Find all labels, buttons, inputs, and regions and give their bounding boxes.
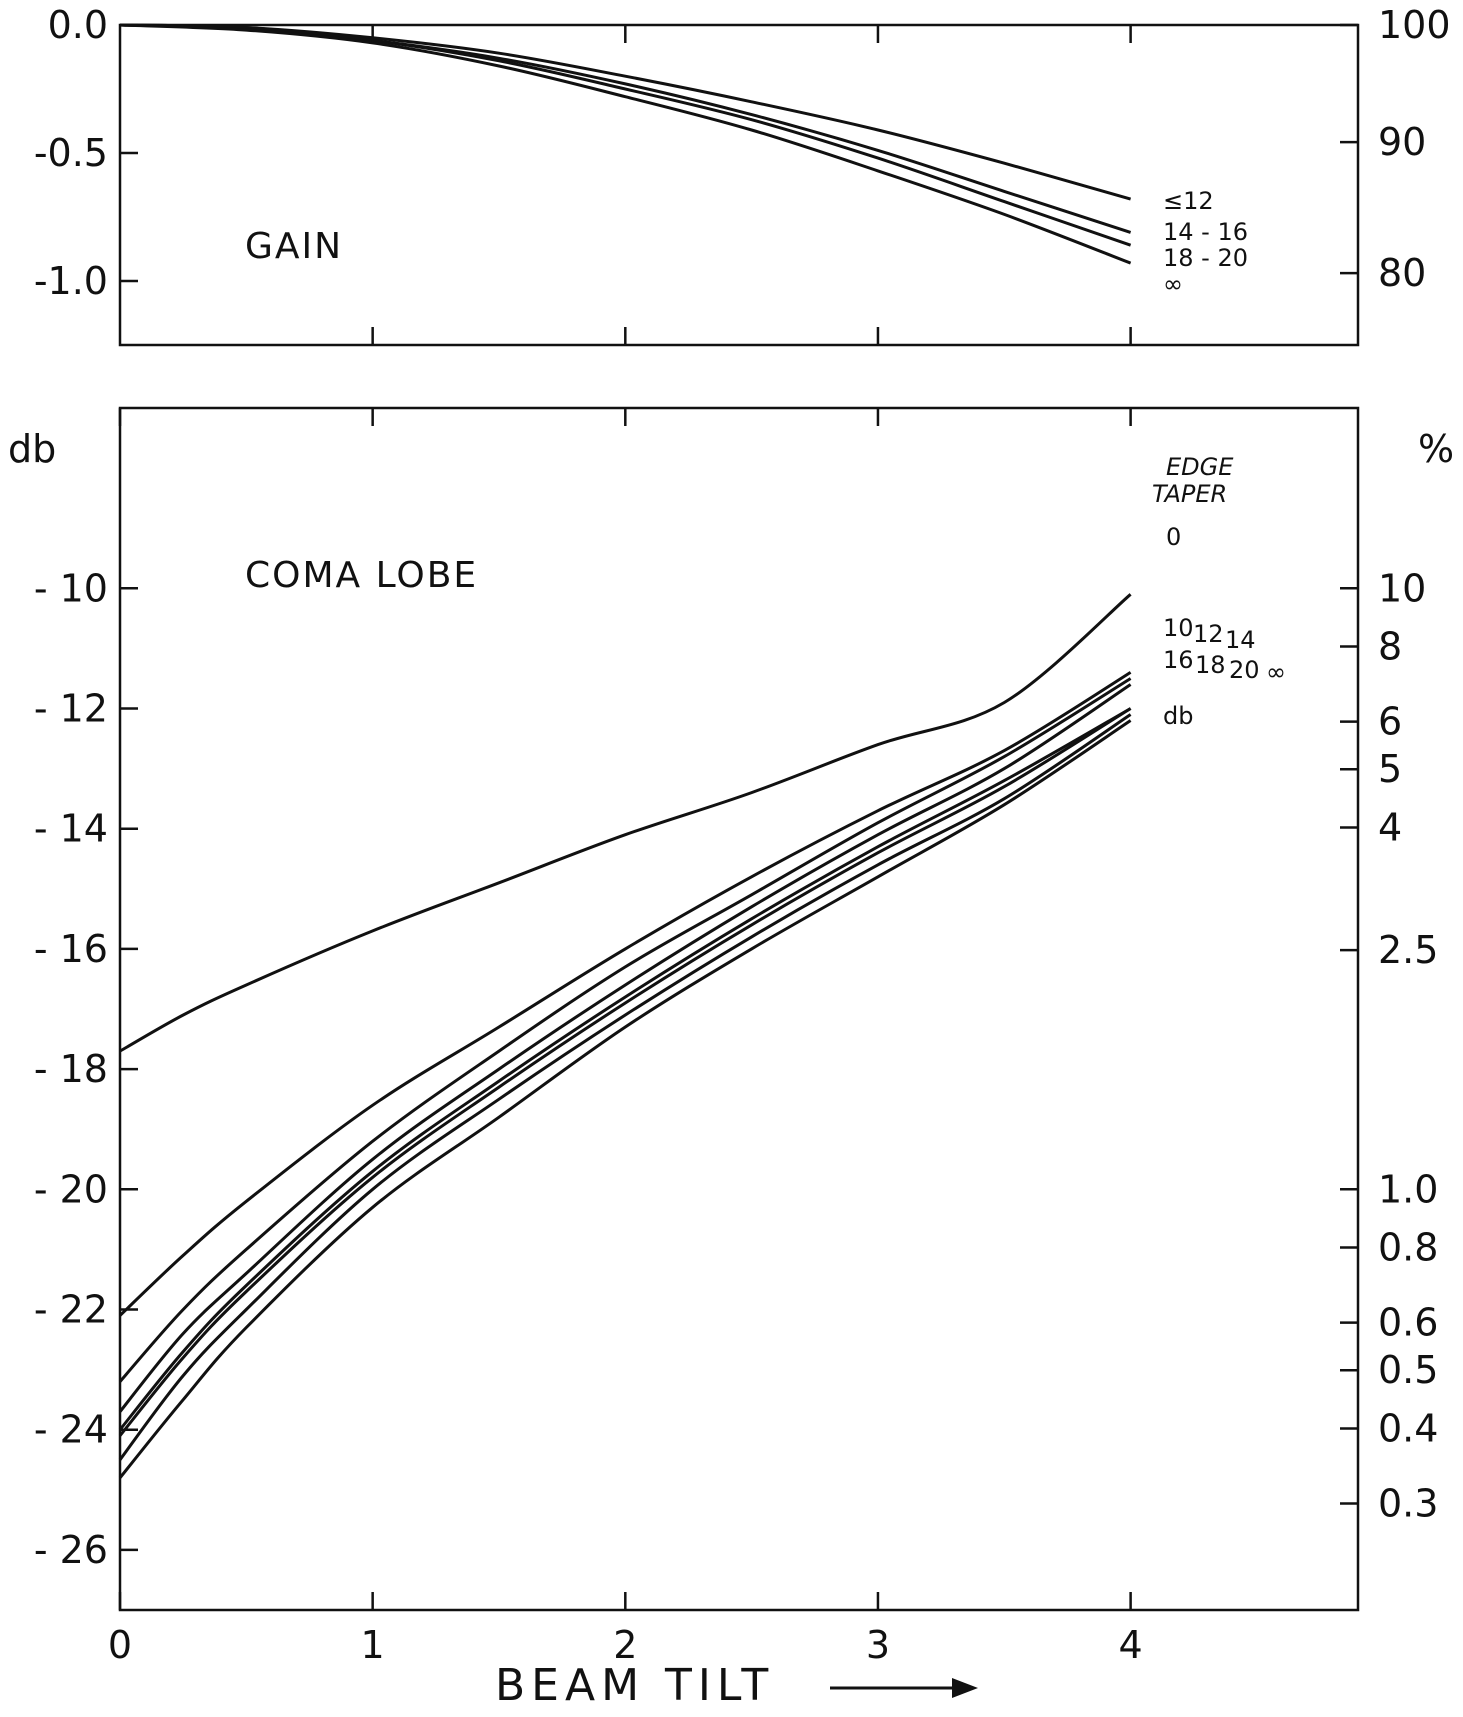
coma-y-tick-label-right-11: 0.3: [1378, 1482, 1438, 1526]
gain-series-label-14-16: 14 - 16: [1163, 218, 1248, 246]
gain-y-tick-label-left-1: -0.5: [34, 131, 108, 175]
coma-y-tick-label-left-6: - 22: [34, 1288, 108, 1332]
coma-x-tick-label-0: 0: [108, 1623, 132, 1667]
coma-y-tick-label-right-4: 4: [1378, 805, 1402, 849]
gain-series-label-18-20: 18 - 20: [1163, 244, 1248, 272]
coma-y-tick-label-left-1: - 12: [34, 687, 108, 731]
coma-series-label-20: 20: [1229, 656, 1260, 684]
gain-y-tick-label-right-0: 100: [1378, 3, 1451, 47]
coma-x-tick-label-1: 1: [361, 1623, 385, 1667]
gain-series-label-12: ≤12: [1163, 187, 1214, 215]
coma-y-tick-label-left-0: - 10: [34, 566, 108, 610]
coma-panel-title: COMA LOBE: [245, 555, 478, 596]
coma-right-axis-unit: %: [1418, 427, 1454, 471]
coma-y-tick-label-left-2: - 14: [34, 807, 108, 851]
coma-y-tick-label-right-10: 0.4: [1378, 1406, 1438, 1450]
coma-y-tick-label-right-9: 0.5: [1378, 1348, 1438, 1392]
coma-y-tick-label-right-7: 0.8: [1378, 1226, 1438, 1270]
gain-panel-title: GAIN: [245, 226, 343, 267]
coma-series-label-16: 16: [1163, 646, 1194, 674]
coma-y-tick-label-left-4: - 18: [34, 1047, 108, 1091]
coma-y-tick-label-right-1: 8: [1378, 625, 1402, 669]
coma-y-tick-label-right-5: 2.5: [1378, 928, 1438, 972]
coma-y-tick-label-right-3: 5: [1378, 747, 1402, 791]
coma-series-label-12: 12: [1193, 620, 1224, 648]
coma-left-axis-unit: db: [8, 427, 56, 471]
coma-y-tick-label-right-6: 1.0: [1378, 1167, 1438, 1211]
gain-series-label-inf: ∞: [1163, 270, 1183, 298]
legend-title-taper: TAPER: [1152, 480, 1227, 508]
coma-series-label-18: 18: [1195, 651, 1226, 679]
gain-y-tick-label-left-0: 0.0: [48, 3, 108, 47]
coma-series-label-inf: ∞: [1266, 658, 1286, 686]
coma-y-tick-label-left-7: - 24: [34, 1408, 108, 1452]
coma-y-tick-label-left-5: - 20: [34, 1167, 108, 1211]
coma-series-label-0: 0: [1166, 523, 1181, 551]
coma-y-tick-label-right-2: 6: [1378, 700, 1402, 744]
gain-y-tick-label-left-2: -1.0: [34, 259, 108, 303]
gain-y-tick-label-right-2: 80: [1378, 251, 1426, 295]
x-axis-title: BEAM TILT: [495, 1660, 774, 1711]
coma-x-tick-label-4: 4: [1119, 1623, 1143, 1667]
coma-y-tick-label-right-0: 10: [1378, 566, 1426, 610]
coma-y-tick-label-right-8: 0.6: [1378, 1301, 1438, 1345]
legend-unit-db: db: [1163, 702, 1193, 730]
legend-title-edge: EDGE: [1166, 453, 1234, 481]
coma-y-tick-label-left-3: - 16: [34, 927, 108, 971]
coma-left-tick-labels: - 10 - 12 - 14 - 16 - 18 - 20 - 22 - 24 - 26: [34, 566, 108, 1572]
coma-series-label-14: 14: [1225, 626, 1256, 654]
gain-y-tick-label-right-1: 90: [1378, 120, 1426, 164]
coma-x-tick-label-3: 3: [866, 1623, 890, 1667]
coma-series-label-10: 10: [1163, 614, 1194, 642]
coma-y-tick-label-left-8: - 26: [34, 1528, 108, 1572]
